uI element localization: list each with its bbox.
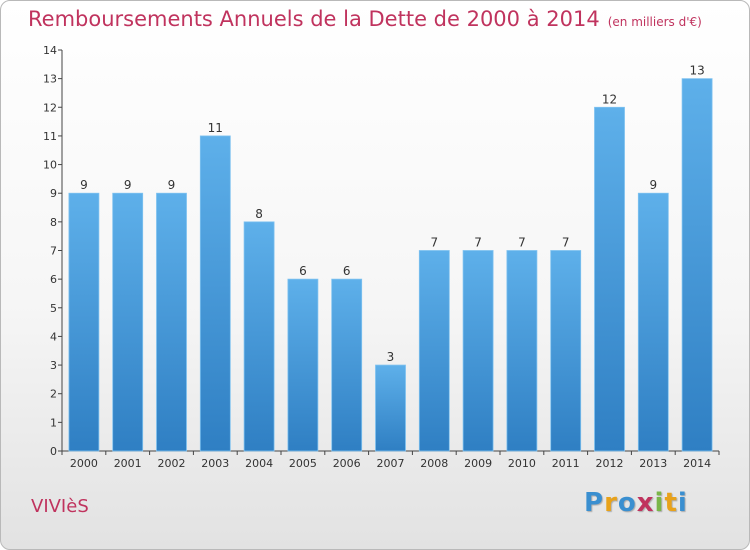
bar-value-label: 9 [124, 178, 132, 192]
bar-value-label: 3 [387, 350, 395, 364]
x-tick-label: 2008 [420, 457, 448, 470]
bar-value-label: 11 [208, 121, 223, 135]
chart-bars: 9 9 9 11 8 6 6 3 7 7 7 7 12 9 13 [68, 64, 713, 452]
bar [287, 278, 319, 452]
bar [637, 192, 669, 452]
bar [506, 250, 538, 452]
bar [375, 364, 406, 452]
y-tick-label: 14 [43, 44, 57, 57]
bar-value-label: 6 [299, 264, 307, 278]
bar [550, 250, 582, 452]
y-tick-label: 5 [50, 302, 57, 315]
bar [462, 250, 494, 452]
logo-letter: r [604, 488, 618, 518]
bar-value-label: 9 [168, 178, 176, 192]
x-tick-label: 2013 [639, 457, 667, 470]
bar [68, 192, 100, 452]
x-tick-label: 2004 [245, 457, 273, 470]
bar [156, 192, 187, 452]
y-tick-label: 2 [50, 388, 57, 401]
x-tick-label: 2005 [289, 457, 317, 470]
x-tick-label: 2012 [596, 457, 624, 470]
bar-value-label: 6 [343, 264, 351, 278]
logo-letter: P [584, 488, 605, 518]
logo-letter: x [636, 488, 655, 518]
x-tick-label: 2007 [377, 457, 405, 470]
bar-value-label: 7 [518, 236, 526, 250]
bar [594, 106, 625, 452]
bar-value-label: 7 [474, 236, 482, 250]
y-tick-label: 13 [43, 73, 57, 86]
y-tick-label: 11 [43, 130, 57, 143]
bar-value-label: 9 [649, 178, 657, 192]
x-tick-label: 2014 [683, 457, 711, 470]
logo-letter: i [677, 488, 688, 518]
y-tick-label: 7 [50, 245, 57, 258]
chart-title-text: Remboursements Annuels de la Dette de 20… [28, 7, 600, 31]
proxiti-logo[interactable]: Proxiti [584, 488, 688, 518]
y-tick-label: 12 [43, 101, 57, 114]
logo-letter: o [617, 488, 637, 518]
y-tick-label: 4 [50, 330, 57, 343]
chart-title: Remboursements Annuels de la Dette de 20… [28, 7, 702, 31]
y-tick-label: 10 [43, 159, 57, 172]
chart-unit: (en milliers d'€) [607, 15, 702, 29]
x-tick-label: 2010 [508, 457, 536, 470]
bar-value-label: 7 [430, 236, 438, 250]
logo-letter: t [664, 488, 678, 518]
y-tick-label: 0 [50, 445, 57, 458]
x-tick-label: 2002 [158, 457, 186, 470]
y-tick-label: 3 [50, 359, 57, 372]
logo-letter: i [654, 488, 665, 518]
x-tick-label: 2006 [333, 457, 361, 470]
bar-value-label: 8 [255, 207, 263, 221]
x-tick-label: 2000 [70, 457, 98, 470]
y-tick-label: 1 [50, 416, 57, 429]
x-tick-label: 2001 [114, 457, 142, 470]
x-tick-label: 2003 [201, 457, 229, 470]
y-tick-label: 9 [50, 187, 57, 200]
bar-value-label: 9 [80, 178, 88, 192]
bar [199, 135, 231, 452]
bar [243, 221, 275, 452]
bar [418, 250, 450, 452]
y-tick-label: 6 [50, 273, 57, 286]
x-tick-label: 2011 [552, 457, 580, 470]
bar [681, 78, 713, 452]
bar [331, 278, 363, 452]
bar-value-label: 13 [689, 64, 704, 78]
x-tick-label: 2009 [464, 457, 492, 470]
bar-value-label: 12 [602, 92, 617, 106]
y-tick-label: 8 [50, 216, 57, 229]
bar [112, 192, 144, 452]
commune-name: VIVIèS [31, 496, 89, 517]
bar-value-label: 7 [562, 236, 570, 250]
